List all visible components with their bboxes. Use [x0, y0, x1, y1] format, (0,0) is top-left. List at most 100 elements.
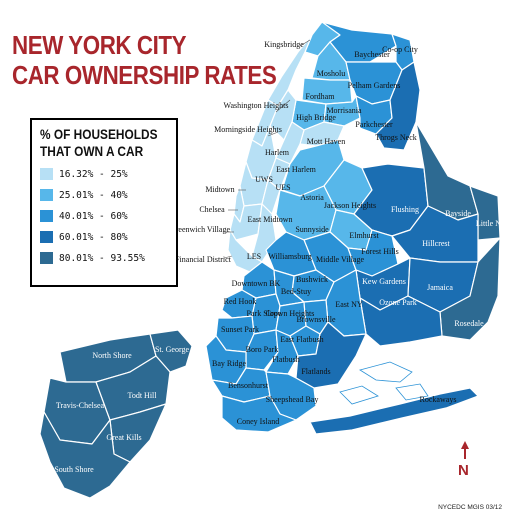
label-flatbush: Flatbush: [272, 355, 300, 364]
region-south-shore: [39, 411, 131, 499]
label-jamaica: Jamaica: [427, 283, 453, 292]
queens: [275, 121, 501, 347]
region-coney-island: [221, 395, 297, 433]
legend-label: 80.01% - 93.55%: [59, 252, 145, 264]
label-bushwick: Bushwick: [296, 275, 328, 284]
staten-island: [39, 329, 193, 499]
legend-label: 16.32% - 25%: [59, 168, 128, 180]
label-todt-hill: Todt Hill: [128, 391, 158, 400]
label-sunset-park: Sunset Park: [221, 325, 259, 334]
label-north-shore: North Shore: [92, 351, 132, 360]
label-flatlands: Flatlands: [301, 367, 330, 376]
label-mott-haven: Mott Haven: [307, 137, 345, 146]
legend-label: 60.01% - 80%: [59, 231, 128, 243]
label-travis-chelsea: Travis-Chelsea: [56, 401, 105, 410]
label-astoria: Astoria: [300, 193, 324, 202]
legend-swatch: [40, 231, 53, 243]
label-co-op-city: Co-op City: [382, 45, 418, 54]
label-park-slope: Park Slope: [247, 309, 282, 318]
label-great-kills: Great Kills: [106, 433, 141, 442]
bronx: [291, 21, 421, 151]
region-rockaways: [309, 387, 480, 435]
region-little-neck: [469, 185, 501, 241]
legend-swatch: [40, 210, 53, 222]
label-sunnyside: Sunnyside: [295, 225, 329, 234]
label-kingsbridge: Kingsbridge: [264, 40, 304, 49]
label-middle-village: Middle Village: [316, 255, 364, 264]
label-les: LES: [247, 252, 261, 261]
region-ozone-park: [359, 295, 443, 347]
legend-item: 16.32% - 25%: [40, 167, 168, 181]
label-uws: UWS: [255, 175, 273, 184]
leader-line: [299, 39, 311, 47]
label-williamsburg: Williamsburg: [268, 252, 312, 261]
leader-lines: [223, 39, 311, 259]
legend: % OF HOUSEHOLDS THAT OWN A CAR 16.32% - …: [30, 118, 178, 287]
legend-swatch: [40, 168, 53, 180]
label-hillcrest: Hillcrest: [422, 239, 450, 248]
label-flushing: Flushing: [391, 205, 419, 214]
label-forest-hills: Forest Hills: [361, 247, 399, 256]
region-throgs-neck: [375, 61, 421, 151]
label-little-neck: Little Neck: [476, 219, 512, 228]
label-harlem: Harlem: [265, 148, 290, 157]
credit-text: NYCEDC MGIS 03/12: [438, 504, 502, 511]
leader-line: [275, 99, 291, 113]
legend-title-line1: % OF HOUSEHOLDS: [40, 127, 158, 142]
label-bay-ridge: Bay Ridge: [212, 359, 246, 368]
label-downtown-bk: Downtown BK: [232, 279, 281, 288]
brooklyn: [205, 231, 367, 433]
label-morrisania: Morrisania: [326, 106, 362, 115]
legend-swatch: [40, 189, 53, 201]
label-morningside-heights: Morningside Heights: [214, 125, 282, 134]
jamaica-bay-islands: [339, 361, 429, 405]
legend-title: % OF HOUSEHOLDS THAT OWN A CAR: [40, 126, 158, 160]
label-kew-gardens: Kew Gardens: [362, 277, 406, 286]
label-east-ny: East NY: [335, 300, 363, 309]
marsh-island: [395, 383, 429, 401]
map-title-line1: NEW YORK CITY: [12, 30, 187, 60]
label-parkchester: Parkchester: [355, 120, 393, 129]
marsh-island: [359, 361, 413, 383]
label-financial-district: Financial District: [175, 255, 232, 264]
label-coney-island: Coney Island: [237, 417, 279, 426]
map-title-line2: CAR OWNERSHIP RATES: [12, 60, 277, 90]
label-mosholu: Mosholu: [317, 69, 345, 78]
label-sheepshead-bay: Sheepshead Bay: [266, 395, 319, 404]
neighborhood-labels: Kingsbridge Baychester Co-op City Moshol…: [54, 40, 512, 474]
label-east-flatbush: East Flatbush: [280, 335, 323, 344]
label-ozone-park: Ozone Park: [379, 298, 417, 307]
label-greenwich-village: Greenwich Village: [170, 225, 230, 234]
label-south-shore: South Shore: [54, 465, 94, 474]
region-rosedale: [439, 237, 501, 341]
label-chelsea: Chelsea: [199, 205, 225, 214]
label-midtown: Midtown: [205, 185, 234, 194]
leader-line: [223, 255, 233, 259]
north-label: N: [458, 462, 469, 479]
label-st-george: St. George: [155, 345, 190, 354]
legend-item: 40.01% - 60%: [40, 209, 168, 223]
label-boro-park: Boro Park: [246, 345, 279, 354]
label-bayside: Bayside: [445, 209, 471, 218]
marsh-island: [339, 385, 379, 405]
label-east-harlem: East Harlem: [276, 165, 317, 174]
label-fordham: Fordham: [306, 92, 336, 101]
label-throgs-neck: Throgs Neck: [375, 133, 417, 142]
legend-swatch: [40, 252, 53, 264]
label-crown-heights: Crown Heights: [266, 309, 315, 318]
label-high-bridge: High Bridge: [296, 113, 336, 122]
legend-label: 25.01% - 40%: [59, 189, 128, 201]
label-ues: UES: [275, 183, 290, 192]
north-arrow-icon: [461, 441, 469, 459]
legend-title-line2: THAT OWN A CAR: [40, 144, 144, 159]
legend-label: 40.01% - 60%: [59, 210, 128, 222]
label-washington-heights: Washington Heights: [224, 101, 289, 110]
label-brownsville: Brownsville: [296, 315, 336, 324]
label-bed-stuy: Bed-Stuy: [281, 287, 311, 296]
label-bensonhurst: Bensonhurst: [228, 381, 269, 390]
manhattan: [227, 34, 313, 273]
label-elmhurst: Elmhurst: [349, 231, 379, 240]
label-rockaways: Rockaways: [420, 395, 457, 404]
leader-line: [267, 131, 279, 137]
